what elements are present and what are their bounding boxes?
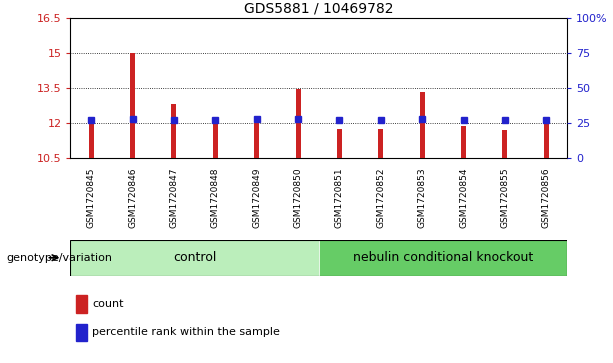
Text: GSM1720852: GSM1720852 bbox=[376, 167, 386, 228]
Text: GSM1720851: GSM1720851 bbox=[335, 167, 344, 228]
Text: GSM1720855: GSM1720855 bbox=[500, 167, 509, 228]
Bar bbox=[503, 130, 508, 158]
Text: GSM1720848: GSM1720848 bbox=[211, 167, 220, 228]
Bar bbox=[76, 324, 87, 341]
Text: genotype/variation: genotype/variation bbox=[6, 253, 112, 263]
Bar bbox=[89, 119, 94, 158]
Bar bbox=[254, 123, 259, 158]
Text: GSM1720849: GSM1720849 bbox=[252, 167, 261, 228]
Bar bbox=[461, 126, 466, 158]
Text: GSM1720854: GSM1720854 bbox=[459, 167, 468, 228]
Bar bbox=[70, 240, 319, 276]
Bar bbox=[295, 89, 300, 158]
Bar bbox=[378, 129, 383, 158]
Bar bbox=[420, 91, 425, 158]
Text: GSM1720845: GSM1720845 bbox=[86, 167, 96, 228]
Text: control: control bbox=[173, 251, 216, 264]
Text: GSM1720850: GSM1720850 bbox=[294, 167, 303, 228]
Title: GDS5881 / 10469782: GDS5881 / 10469782 bbox=[244, 1, 394, 16]
Text: nebulin conditional knockout: nebulin conditional knockout bbox=[352, 251, 533, 264]
Text: percentile rank within the sample: percentile rank within the sample bbox=[93, 327, 280, 338]
Text: GSM1720856: GSM1720856 bbox=[542, 167, 551, 228]
Bar bbox=[337, 129, 342, 158]
Bar bbox=[319, 240, 567, 276]
Text: GSM1720847: GSM1720847 bbox=[169, 167, 178, 228]
Bar bbox=[544, 123, 549, 158]
Text: count: count bbox=[93, 299, 124, 309]
Bar bbox=[172, 104, 177, 158]
Bar bbox=[130, 53, 135, 158]
Bar bbox=[213, 119, 218, 158]
Bar bbox=[76, 295, 87, 313]
Text: GSM1720853: GSM1720853 bbox=[417, 167, 427, 228]
Text: GSM1720846: GSM1720846 bbox=[128, 167, 137, 228]
